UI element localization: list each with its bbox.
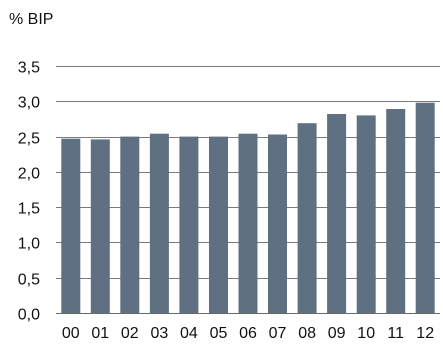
bar-01	[90, 139, 110, 313]
y-tick-label: 1,0	[18, 236, 40, 253]
x-tick-label: 00	[62, 325, 80, 342]
y-tick-labels: 0,0 0,5 1,0 1,5 2,0 2,5 3,0 3,5	[18, 60, 40, 324]
bar-07	[268, 134, 287, 313]
x-tick-label: 06	[239, 325, 257, 342]
y-tick-label: 0,5	[18, 272, 40, 289]
bar-03	[149, 133, 169, 313]
bar-08	[297, 123, 317, 313]
y-tick-label: 0,0	[18, 307, 40, 324]
bar-00	[61, 138, 81, 313]
bar-02	[120, 136, 140, 313]
x-tick-label: 11	[387, 325, 404, 342]
bar-11	[386, 109, 406, 313]
bar-05	[209, 136, 228, 313]
y-tick-label: 1,5	[18, 201, 40, 218]
bar-10	[356, 115, 376, 314]
bar-12	[415, 102, 435, 313]
y-tick-label: 3,0	[18, 95, 40, 112]
bar-09	[327, 114, 347, 313]
x-tick-label: 10	[357, 325, 375, 342]
bar-04	[179, 136, 199, 313]
x-tick-label: 09	[328, 325, 346, 342]
x-tick-label: 07	[269, 325, 287, 342]
bars	[61, 102, 435, 314]
y-tick-label: 3,5	[18, 60, 40, 77]
y-tick-label: 2,5	[18, 131, 40, 148]
y-unit-label: % BIP	[9, 11, 53, 28]
x-tick-label: 08	[298, 325, 316, 342]
y-tick-label: 2,0	[18, 166, 40, 183]
x-tick-label: 04	[180, 325, 198, 342]
x-tick-label: 02	[121, 325, 139, 342]
x-tick-label: 01	[91, 325, 109, 342]
x-tick-label: 03	[151, 325, 169, 342]
x-tick-label: 12	[416, 325, 434, 342]
bar-06	[238, 133, 258, 313]
x-tick-labels: 00 01 02 03 04 05 06 07 08 09 10 11 12	[62, 325, 434, 342]
x-tick-label: 05	[210, 325, 228, 342]
